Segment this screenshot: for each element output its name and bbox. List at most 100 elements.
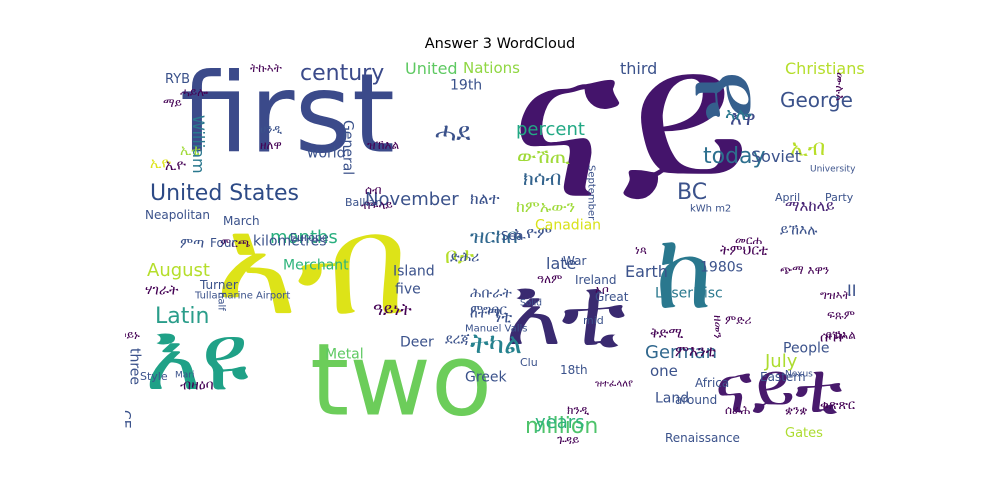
cloud-word: ዓይነት [373,300,412,320]
cloud-word: Manuel Valls [465,323,528,334]
cloud-word: Balkan [345,196,382,209]
cloud-word: Neapolitan [145,208,210,222]
chart-title: Answer 3 WordCloud [424,36,576,52]
cloud-word: ሓይሎ [180,85,208,99]
cloud-word: Soviet [751,147,801,166]
cloud-word: William [189,115,208,174]
cloud-word: ዝርከቡ [470,224,522,248]
cloud-word: ኢብ [790,136,825,161]
cloud-word: ሓደ [435,117,470,147]
cloud-word: ናይ [510,60,750,246]
cloud-word: Clu [520,356,538,369]
cloud-word: ኣሎ [725,104,752,125]
cloud-word: ኮይኑ [125,328,140,342]
cloud-word: ትካል [470,327,522,360]
cloud-word: Turner [199,278,238,292]
cloud-word: Greek [465,370,508,386]
cloud-word: ቋንቋ [785,403,807,417]
cloud-word: ትኩኣት [250,61,282,75]
word-cloud-canvas: ናይ first ኣብ two እዩ ከ እቲ ናይቲ ዩ United States centur… [125,60,900,450]
cloud-word: ሀንዲ [260,122,283,136]
cloud-word: percent [516,119,585,140]
cloud-word: ዩ [672,70,789,120]
cloud-word: Mari [175,371,194,381]
cloud-word: around [675,393,717,407]
cloud-word: world [307,146,346,162]
cloud-word: ድሕሪ [450,250,479,266]
cloud-word: ምጣ [180,236,204,252]
cloud-word: ኢዮ [150,156,172,172]
cloud-word: ምርጫ [220,236,250,250]
cloud-word: Solid [520,299,542,309]
cloud-word: ከተማ [470,306,501,322]
cloud-word: ጉዳይ [557,433,579,447]
cloud-word: Style [140,370,168,383]
cloud-word: ውሽጢ [517,144,571,168]
cloud-word: ነቲ [495,307,512,326]
cloud-word: ምግባር [470,303,507,319]
cloud-word: ኣቦ [595,283,609,297]
cloud-word: ከምኡውን [516,197,575,216]
cloud-word: five [395,282,421,298]
cloud-word: Ireland [575,273,617,287]
cloud-word: ቅድሚ [650,326,683,342]
cloud-word: ሰብ [365,183,382,197]
cloud-word: mid [583,314,604,327]
cloud-word: Gates [785,426,823,441]
cloud-word: ሃገራት [145,283,179,299]
cloud-word: months [270,227,338,248]
cloud-word: ኢቲ [180,143,201,159]
cloud-word: ሰባት [820,330,846,346]
cloud-word: ዓለም [537,272,562,286]
cloud-word: Canadian [535,218,601,234]
cloud-word: Europe [290,231,329,244]
cloud-word: kilometres [253,234,327,250]
cloud-word: 18th [560,363,588,377]
cloud-word: ትምህርቲ [720,243,769,259]
cloud-word: third [620,60,657,78]
cloud-word: ይኽእል [825,328,856,342]
cloud-word: ክንዲ [567,403,590,417]
cloud-word: late [546,254,576,273]
cloud-word: two [310,321,492,438]
cloud-word: ቦታ [445,244,475,269]
cloud-word: November [365,189,459,210]
cloud-word: ብዛዕባ [180,378,214,394]
cloud-word: first [180,60,395,178]
cloud-word: እዋ [730,106,756,130]
cloud-word: War [563,254,586,268]
cloud-word: ኢዮ [165,158,187,174]
cloud-word: million [525,414,598,439]
cloud-word: September [586,165,597,221]
cloud-word: ክሳብ [523,166,561,190]
cloud-word: II [847,281,856,300]
cloud-word: ክልተ [470,189,500,208]
cloud-word: April [775,191,800,204]
cloud-word: Latin [155,304,209,329]
cloud-word: kWh m2 [690,203,731,214]
cloud-word: Eastern [760,370,806,384]
cloud-word: German [645,342,717,363]
cloud-word: Nations [463,60,520,77]
cloud-word: ኢዮም [513,223,552,242]
cloud-word: ብፍላይ [361,198,393,212]
cloud-word: ኣብ [215,184,408,347]
cloud-word: RYB [165,72,190,87]
cloud-word: Tullamarine Airport [194,290,290,301]
cloud-word: today [703,144,766,169]
cloud-word: Earth [625,262,668,281]
cloud-word: ምድሪ [725,313,752,327]
cloud-word: one [650,362,678,380]
cloud-word: Christians [785,60,865,78]
cloud-word: ዘለዋ [260,138,282,152]
cloud-word: years [535,412,585,433]
cloud-word: Renaissance [665,431,740,445]
cloud-word: ነጻ [635,243,647,257]
cloud-word: United [405,60,458,78]
cloud-word: 19th [450,78,482,94]
cloud-word: BC [677,180,707,205]
cloud-word: People [783,341,830,357]
cloud-word: ጭማ እዋን [780,263,829,277]
cloud-word: three [126,348,142,385]
